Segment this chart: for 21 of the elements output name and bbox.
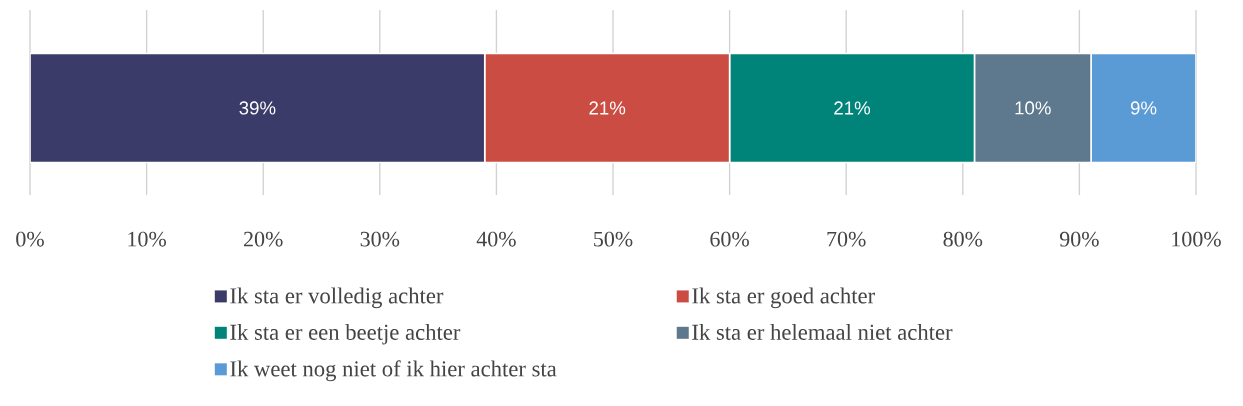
- data-label: 10%: [1015, 101, 1051, 115]
- legend-label: Ik sta er helemaal niet achter: [692, 323, 953, 340]
- x-tick-label: 20%: [244, 231, 283, 247]
- x-tick-label: 70%: [827, 231, 866, 247]
- legend-label: Ik sta er een beetje achter: [230, 323, 461, 345]
- x-tick-label: 60%: [710, 231, 750, 247]
- data-label: 9%: [1130, 101, 1157, 115]
- data-label: 21%: [834, 101, 871, 115]
- x-tick-label: 10%: [128, 231, 167, 247]
- x-tick-label: 0%: [16, 231, 44, 247]
- legend-label: Ik sta er volledig achter: [230, 287, 444, 309]
- x-tick-label: 90%: [1059, 231, 1099, 247]
- x-tick-label: 40%: [476, 231, 516, 247]
- legend-label: Ik weet nog niet of ik hier achter sta: [230, 360, 557, 382]
- x-tick-label: 30%: [360, 231, 400, 247]
- legend-label: Ik sta er goed achter: [692, 287, 875, 309]
- data-label: 21%: [589, 101, 626, 115]
- data-label: 39%: [239, 101, 276, 115]
- x-tick-label: 50%: [594, 231, 633, 247]
- x-tick-label: 100%: [1172, 231, 1221, 247]
- x-tick-label: 80%: [943, 231, 983, 247]
